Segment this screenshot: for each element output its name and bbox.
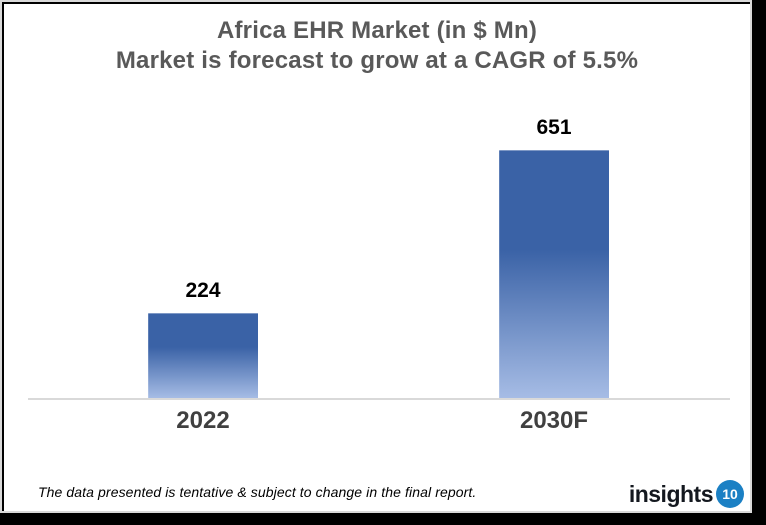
insights10-badge-icon: 10 (716, 480, 744, 508)
bar-group-2022: 224 (148, 279, 258, 398)
x-axis-line (28, 398, 730, 400)
disclaimer-note: The data presented is tentative & subjec… (38, 484, 477, 500)
bar-value-label-2022: 224 (185, 279, 221, 302)
chart-frame: Africa EHR Market (in $ Mn) Market is fo… (0, 0, 752, 513)
bar-rect-2022 (148, 313, 258, 398)
bar-value-label-2030f: 651 (536, 116, 572, 139)
category-label-2030f: 2030F (519, 407, 589, 434)
insights10-logo-text: insights (628, 480, 714, 507)
bar-group-2030f: 651 (499, 116, 609, 398)
category-label-2022: 2022 (176, 407, 230, 434)
chart-title-line2: Market is forecast to grow at a CAGR of … (115, 47, 639, 74)
insights10-logo: insights 10 (629, 480, 744, 508)
bar-rect-2030f (499, 150, 609, 398)
chart-title: Africa EHR Market (in $ Mn) Market is fo… (4, 16, 750, 76)
chart-card: Africa EHR Market (in $ Mn) Market is fo… (2, 2, 750, 511)
chart-title-line1: Africa EHR Market (in $ Mn) (216, 17, 538, 44)
